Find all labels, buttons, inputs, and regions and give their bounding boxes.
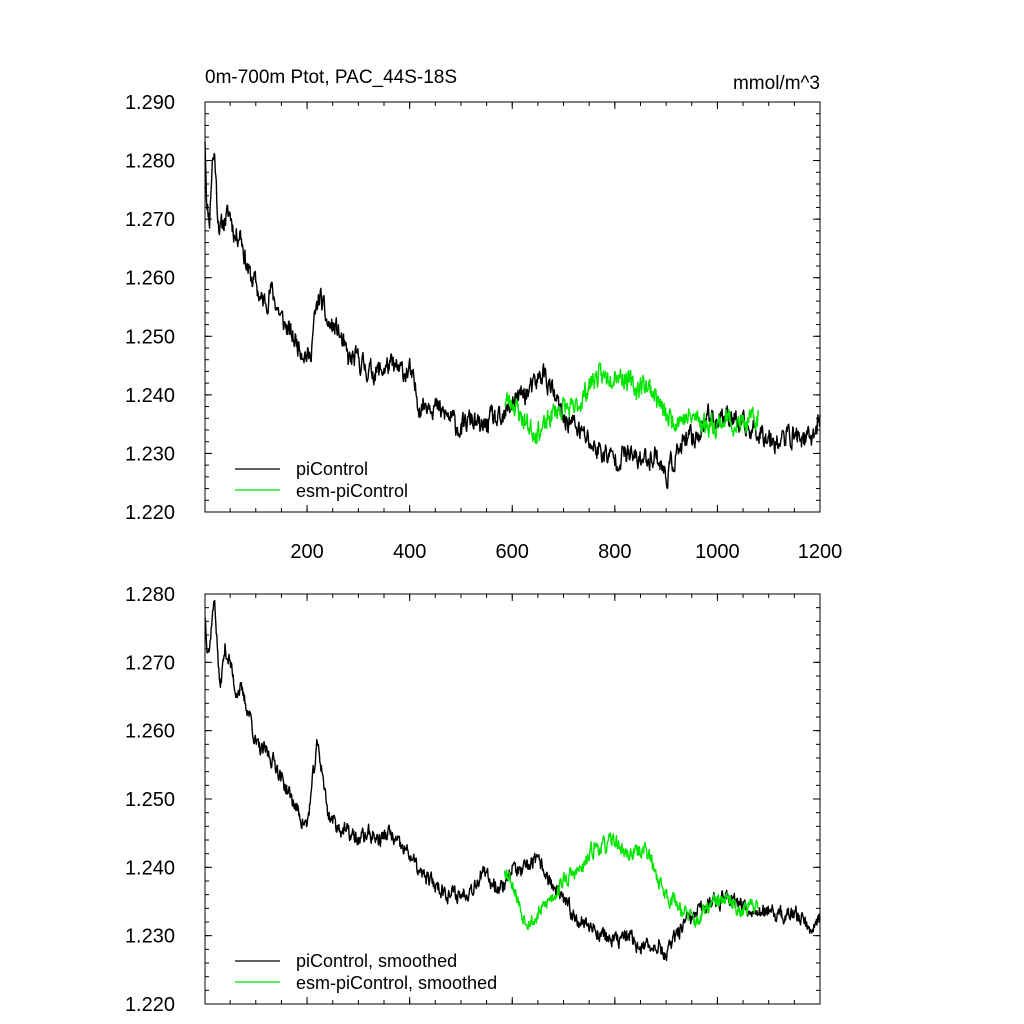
y-tick-label: 1.290 — [125, 92, 175, 114]
legend-label-picontrol-smoothed: piControl, smoothed — [296, 951, 457, 971]
legend-top: piControl esm-piControl — [235, 459, 408, 501]
plot-frame-bottom — [204, 593, 821, 1005]
legend-bottom: piControl, smoothed esm-piControl, smoot… — [235, 951, 497, 993]
legend-label-picontrol: piControl — [296, 459, 368, 479]
y-tick-label: 1.280 — [125, 151, 175, 173]
x-tick-label: 800 — [598, 541, 631, 563]
y-tick-label: 1.220 — [125, 502, 175, 524]
y-tick-label: 1.280 — [125, 584, 175, 606]
y-tick-label: 1.270 — [125, 652, 175, 674]
y-tick-label: 1.270 — [125, 209, 175, 231]
series-group-bottom — [204, 599, 821, 962]
y-tick-label: 1.260 — [125, 268, 175, 290]
y-tick-label: 1.250 — [125, 326, 175, 348]
chart-title: 0m-700m Ptot, PAC_44S-18S — [205, 67, 457, 88]
y-tick-label: 1.220 — [125, 994, 175, 1016]
x-tick-label: 400 — [393, 541, 426, 563]
x-tick-label: 200 — [290, 541, 323, 563]
series-line-esm-picontrol-smoothed — [503, 832, 760, 931]
y-tick-label: 1.230 — [125, 926, 175, 948]
legend-label-esm-picontrol: esm-piControl — [296, 481, 408, 501]
y-tick-label: 1.230 — [125, 443, 175, 465]
y-tick-label: 1.260 — [125, 721, 175, 743]
legend-label-esm-picontrol-smoothed: esm-piControl, smoothed — [296, 973, 497, 993]
y-tick-label: 1.240 — [125, 385, 175, 407]
y-tick-label: 1.250 — [125, 789, 175, 811]
axis-ticks-bottom: 1.220 1.230 1.240 1.250 1.260 1.270 1.280 — [125, 584, 821, 1016]
axis-ticks-top: 1.220 1.230 1.240 1.250 1.260 1.270 1.280 1.290… — [125, 92, 842, 563]
x-tick-label: 600 — [496, 541, 529, 563]
x-tick-label: 1000 — [695, 541, 740, 563]
y-tick-label: 1.240 — [125, 857, 175, 879]
units-label: mmol/m^3 — [733, 73, 820, 94]
x-tick-label: 1200 — [798, 541, 843, 563]
series-group-top — [204, 141, 821, 489]
series-line-picontrol-smoothed — [204, 599, 821, 962]
panel-bottom: 1.220 1.230 1.240 1.250 1.260 1.270 1.280 piCo… — [125, 584, 821, 1016]
series-line-esm-picontrol — [504, 362, 760, 445]
plot-frame-top — [204, 101, 821, 513]
series-line-picontrol — [204, 141, 821, 489]
panel-top: 0m-700m Ptot, PAC_44S-18S mmol/m^3 1.220… — [125, 67, 842, 563]
